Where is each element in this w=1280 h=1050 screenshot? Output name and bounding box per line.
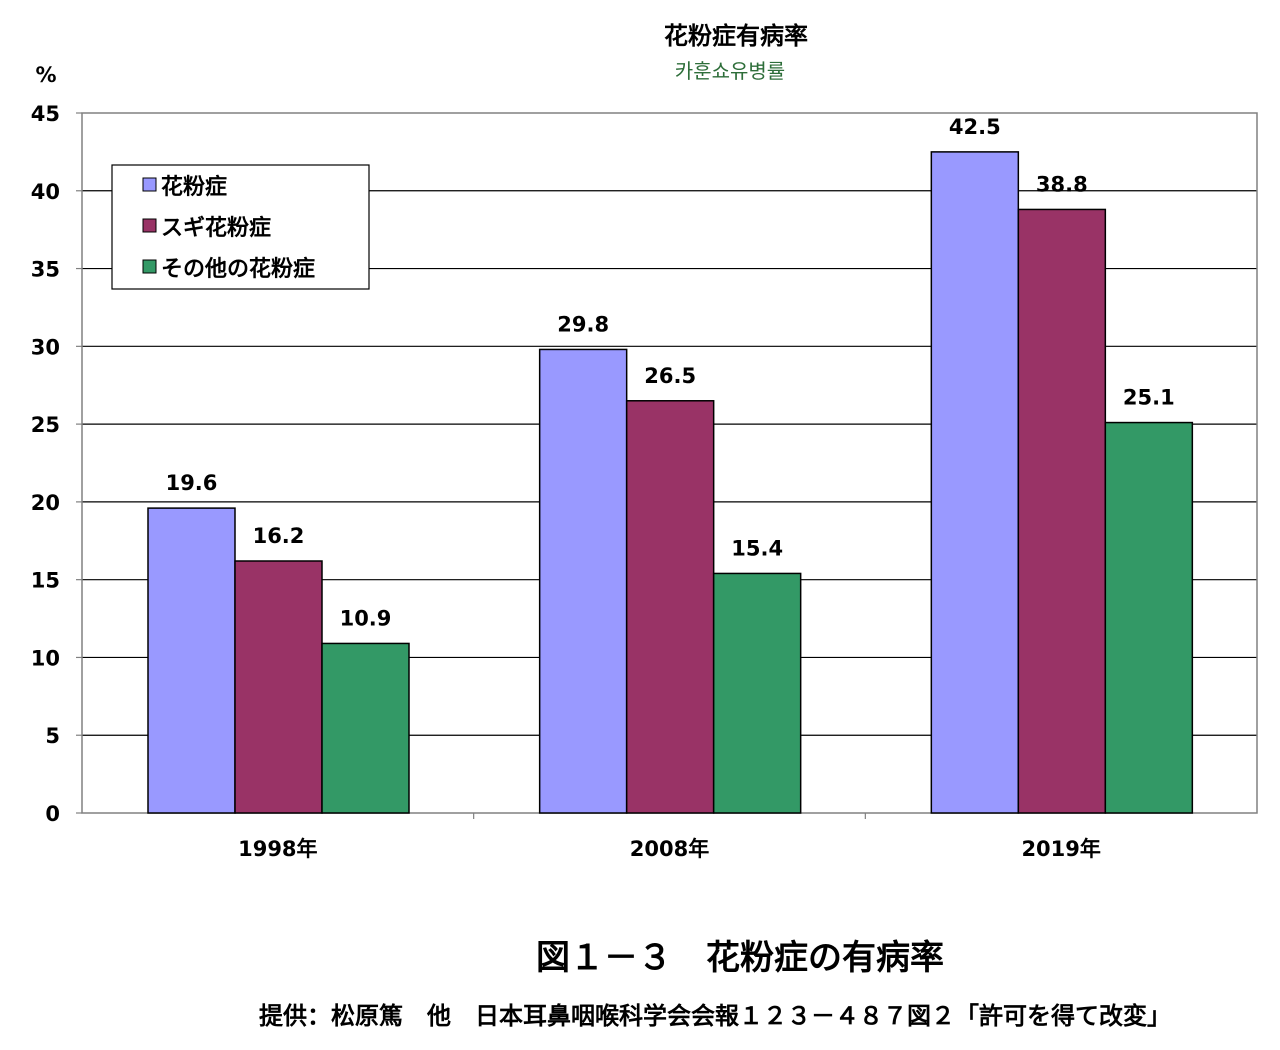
legend-label: 花粉症 — [161, 174, 227, 200]
chart-title: 花粉症有病率 — [664, 22, 808, 50]
bar — [1104, 421, 1194, 814]
y-tick-label: 0 — [45, 802, 60, 826]
bar — [538, 348, 628, 814]
legend-label: その他の花粉症 — [161, 256, 315, 282]
legend-label: スギ花粉症 — [161, 215, 271, 241]
bar-value-label: 42.5 — [949, 115, 1001, 139]
y-tick-label: 20 — [31, 491, 60, 515]
y-tick-label: 35 — [31, 258, 60, 282]
legend-swatch — [142, 177, 157, 192]
bars — [147, 151, 1194, 814]
legend-swatch — [142, 259, 157, 274]
source-note: 提供：松原篤 他 日本耳鼻咽喉科学会会報１２３－４８７図２「許可を得て改変」 — [259, 1002, 1171, 1030]
y-tick-label: 25 — [31, 413, 60, 437]
y-tick-label: 10 — [31, 646, 60, 670]
bar — [234, 560, 323, 814]
bar-value-label: 26.5 — [644, 364, 696, 388]
x-axis-labels: 1998年 2008年 2019年 — [238, 813, 1101, 861]
bar-value-label: 38.8 — [1036, 172, 1088, 196]
value-labels: 19.6 16.2 10.9 29.8 26.5 15.4 42.5 38.8 25.1 — [166, 115, 1175, 631]
bar-value-label: 16.2 — [253, 524, 305, 548]
bar — [712, 572, 802, 814]
bar — [321, 642, 410, 814]
bar — [1017, 208, 1107, 814]
y-tick-label: 15 — [31, 569, 60, 593]
bar-value-label: 15.4 — [731, 536, 783, 560]
y-tick-label: 30 — [31, 335, 60, 359]
bar — [625, 400, 715, 814]
bar-value-label: 25.1 — [1123, 386, 1175, 410]
y-tick-label: 5 — [45, 724, 60, 748]
figure-caption: 図１－３ 花粉症の有病率 — [536, 938, 944, 978]
bar-value-label: 10.9 — [340, 606, 392, 630]
bar-value-label: 29.8 — [557, 312, 609, 336]
y-tick-label: 45 — [31, 102, 60, 126]
bar — [930, 151, 1020, 814]
legend-swatch — [142, 218, 157, 233]
y-axis-unit-label: % — [35, 63, 56, 87]
y-axis-ticks: 0 5 10 15 20 25 30 35 40 45 — [31, 102, 82, 826]
x-tick-label: 2019年 — [1021, 837, 1100, 861]
x-tick-label: 1998年 — [238, 837, 317, 861]
bar — [147, 507, 236, 814]
y-tick-label: 40 — [31, 180, 60, 204]
chart-subtitle: 카훈쇼유병률 — [675, 59, 785, 83]
x-tick-label: 2008年 — [630, 837, 709, 861]
bar-value-label: 19.6 — [166, 471, 218, 495]
